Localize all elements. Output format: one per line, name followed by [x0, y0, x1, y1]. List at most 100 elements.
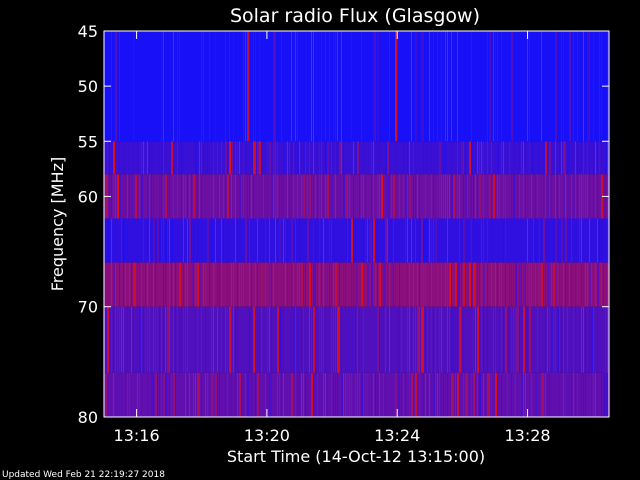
heatmap-cell: [425, 218, 427, 263]
heatmap-cell: [137, 141, 138, 175]
heatmap-cell: [461, 218, 462, 263]
heatmap-cell: [205, 372, 206, 417]
heatmap-cell: [435, 218, 437, 263]
heatmap-band-streaks: [111, 31, 608, 142]
heatmap-cell: [219, 174, 220, 219]
heatmap-cell: [115, 174, 116, 219]
heatmap-cell: [227, 141, 228, 175]
heatmap-cell: [211, 218, 213, 263]
heatmap-cell: [159, 141, 160, 175]
heatmap-cell: [465, 174, 467, 219]
heatmap-cell: [505, 306, 507, 373]
heatmap-cell: [161, 31, 162, 142]
heatmap-cell: [443, 372, 444, 417]
heatmap-cell: [419, 218, 420, 263]
heatmap-cell: [517, 372, 518, 417]
heatmap-cell: [267, 141, 268, 175]
heatmap-cell: [237, 174, 238, 219]
heatmap-cell: [135, 174, 137, 219]
heatmap-cell: [383, 372, 384, 417]
heatmap-cell: [247, 372, 249, 417]
heatmap-cell: [547, 372, 548, 417]
heatmap-cell: [571, 262, 572, 307]
heatmap-cell: [123, 141, 124, 175]
heatmap-cell: [243, 174, 244, 219]
heatmap-cell: [537, 306, 538, 373]
heatmap-cell: [393, 262, 394, 307]
heatmap-cell: [277, 372, 278, 417]
heatmap-cell: [379, 174, 380, 219]
heatmap-cell: [389, 174, 390, 219]
heatmap-cell: [411, 306, 412, 373]
heatmap-cell: [431, 306, 432, 373]
heatmap-cell: [487, 174, 488, 219]
heatmap-cell: [275, 262, 276, 307]
heatmap-cell: [395, 141, 396, 175]
heatmap-cell: [339, 262, 340, 307]
heatmap-cell: [113, 262, 115, 307]
heatmap-cell: [463, 141, 464, 175]
heatmap-cell: [399, 174, 400, 219]
heatmap-cell: [159, 174, 160, 219]
heatmap-cell: [269, 262, 271, 307]
heatmap-cell: [309, 141, 310, 175]
heatmap-cell: [497, 141, 499, 175]
heatmap-cell: [305, 262, 306, 307]
heatmap-cell: [311, 262, 312, 307]
heatmap-cell: [291, 174, 292, 219]
heatmap-band-streaks: [105, 218, 608, 263]
heatmap-cell: [251, 372, 252, 417]
heatmap-cell: [111, 262, 112, 307]
heatmap-cell: [371, 262, 373, 307]
heatmap-cell: [573, 31, 574, 142]
heatmap-cell: [535, 218, 537, 263]
heatmap-cell: [473, 218, 474, 263]
heatmap-cell: [583, 174, 584, 219]
heatmap-cell: [385, 141, 387, 175]
heatmap-cell: [107, 262, 108, 307]
heatmap-cell: [257, 262, 258, 307]
heatmap-cell: [345, 174, 347, 219]
heatmap-cell: [313, 31, 314, 142]
heatmap-cell: [331, 262, 332, 307]
heatmap-cell: [131, 262, 132, 307]
heatmap-cell: [441, 174, 442, 219]
heatmap-cell: [365, 372, 366, 417]
heatmap-cell: [549, 372, 550, 417]
heatmap-cell: [161, 218, 162, 263]
heatmap-cell: [279, 218, 281, 263]
heatmap-cell: [145, 306, 146, 373]
heatmap-cell: [343, 262, 344, 307]
heatmap-cell: [493, 306, 494, 373]
heatmap-cell: [449, 174, 450, 219]
heatmap-cell: [433, 372, 435, 417]
heatmap-cell: [141, 174, 143, 219]
heatmap-cell: [405, 218, 406, 263]
heatmap-cell: [113, 372, 114, 417]
heatmap-cell: [431, 174, 432, 219]
heatmap-cell: [271, 306, 272, 373]
heatmap-cell: [355, 218, 356, 263]
heatmap-cell: [375, 262, 376, 307]
heatmap-cell: [161, 174, 162, 219]
heatmap-cell: [283, 218, 284, 263]
heatmap-cell: [209, 262, 210, 307]
heatmap-cell: [509, 306, 510, 373]
heatmap-band-streaks: [105, 372, 608, 417]
heatmap-cell: [563, 262, 564, 307]
heatmap-band-streaks: [107, 141, 608, 175]
heatmap-cell: [183, 218, 184, 263]
heatmap-cell: [335, 372, 336, 417]
heatmap-cell: [423, 262, 424, 307]
heatmap-cell: [339, 306, 340, 373]
heatmap-cell: [243, 141, 244, 175]
heatmap-cell: [551, 262, 552, 307]
heatmap-cell: [243, 31, 244, 142]
heatmap-cell: [457, 306, 458, 373]
heatmap-cell: [357, 372, 358, 417]
heatmap-cell: [503, 174, 504, 219]
heatmap-cell: [333, 31, 334, 142]
heatmap-cell: [287, 218, 288, 263]
heatmap-cell: [459, 306, 461, 373]
heatmap-cell: [469, 262, 471, 307]
